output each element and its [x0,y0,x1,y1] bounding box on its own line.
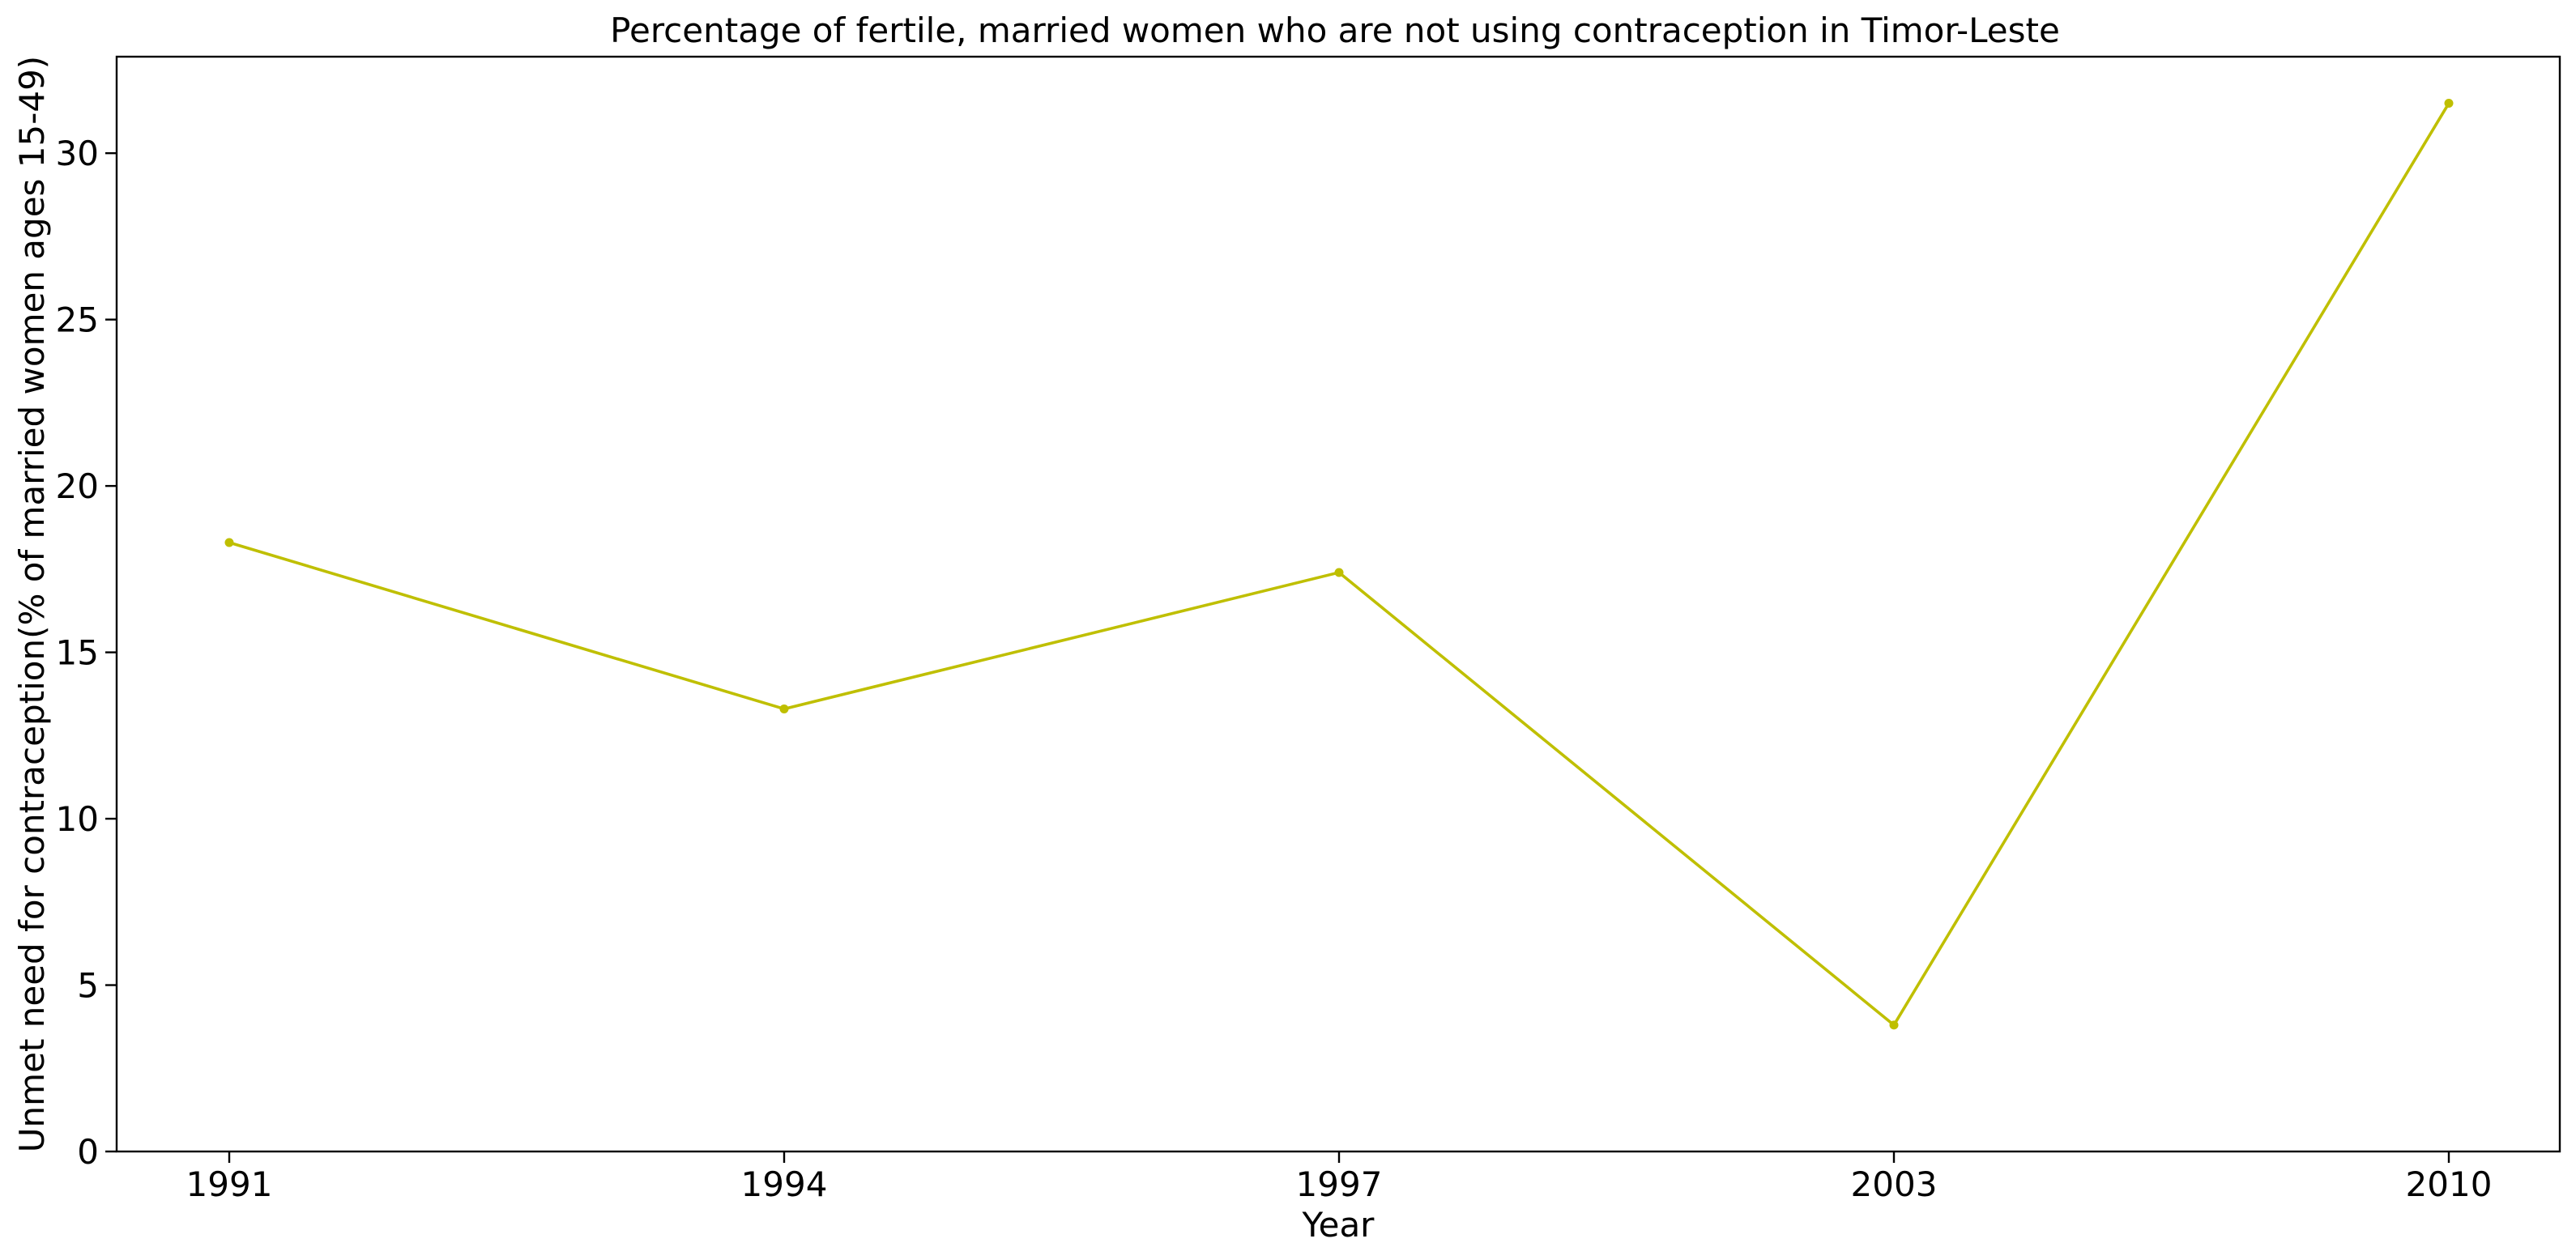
data-point [1889,1020,1899,1030]
y-tick-label: 0 [77,1132,99,1172]
x-tick-label: 2003 [1851,1164,1938,1204]
y-tick-label: 10 [56,799,99,839]
x-tick-label: 1994 [741,1164,828,1204]
plot-area [224,99,2454,1030]
x-tick-label: 1991 [186,1164,273,1204]
series-line [228,101,2450,1027]
data-point [2444,99,2454,109]
y-tick-label: 30 [56,134,99,173]
data-point [779,704,789,713]
y-axis: 0 5 10 15 20 25 30 [56,134,117,1172]
data-point [1334,568,1344,577]
chart-title: Percentage of fertile, married women who… [610,11,2060,50]
y-axis-label: Unmet need for contraception(% of marrie… [12,56,52,1152]
plot-frame [115,55,2561,1153]
y-tick-label: 25 [56,300,99,340]
x-tick-label: 1997 [1296,1164,1383,1204]
x-axis-label: Year [1302,1205,1375,1245]
x-axis: 1991 1994 1997 2003 2010 [186,1151,2493,1204]
y-tick-label: 5 [77,966,99,1006]
y-tick-label: 20 [56,466,99,506]
y-tick-label: 15 [56,633,99,673]
x-tick-label: 2010 [2406,1164,2493,1204]
data-point [224,538,234,547]
